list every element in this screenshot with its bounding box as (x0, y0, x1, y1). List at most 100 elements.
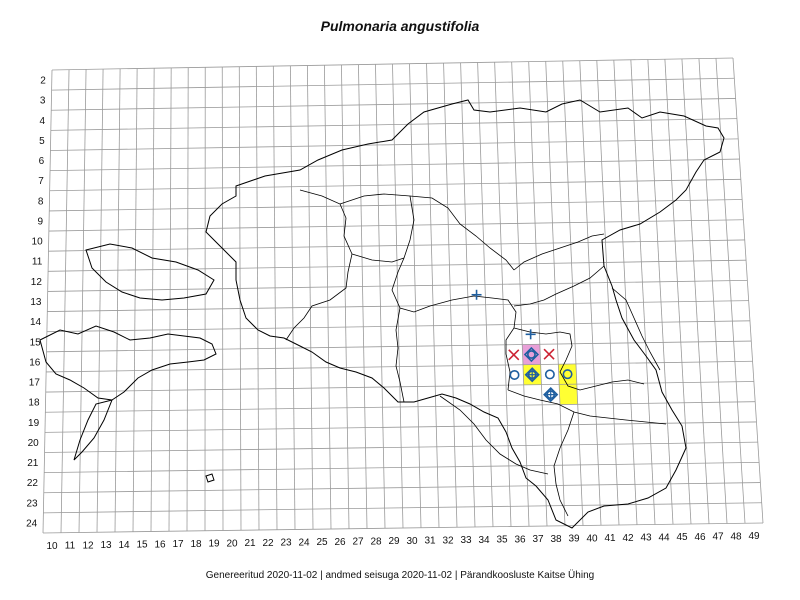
grid-line-vertical (132, 68, 138, 532)
county-border (553, 411, 575, 517)
column-label: 38 (550, 534, 562, 545)
grid-line-horizontal (48, 239, 745, 252)
grid-line-horizontal (48, 219, 744, 232)
column-tick-labels: 10 11 12 13 14 15 16 17 18 19 20 21 22 23 24 25 26 27 28 29… (46, 531, 760, 552)
highlighted-cell (522, 344, 541, 365)
grid-line-vertical (732, 57, 764, 524)
column-label: 49 (748, 531, 760, 542)
occurrence-marker-diamond-circle (523, 346, 540, 363)
grid-line-horizontal (50, 118, 737, 131)
column-label: 48 (730, 531, 742, 542)
column-label: 21 (244, 538, 256, 549)
grid-line-horizontal (47, 300, 749, 312)
grid-line-horizontal (42, 522, 764, 534)
column-label: 47 (712, 532, 724, 543)
column-label: 26 (334, 537, 346, 548)
column-label: 22 (262, 538, 274, 549)
grid-layer (42, 57, 764, 534)
county-border (429, 295, 517, 391)
ruhnu-outline (205, 473, 215, 483)
row-label: 5 (39, 136, 45, 147)
row-label: 16 (29, 357, 41, 368)
occurrence-marker-cross (508, 349, 520, 361)
grid-line-vertical (341, 64, 350, 529)
saaremaa-outline (39, 325, 217, 401)
grid-line-horizontal (44, 421, 757, 433)
row-label: 20 (28, 438, 40, 449)
row-label: 14 (30, 317, 42, 328)
grid-line-horizontal (43, 482, 761, 494)
sorve-peninsula-outline (73, 399, 113, 461)
column-label: 42 (622, 533, 634, 544)
grid-line-vertical (186, 67, 189, 532)
column-label: 41 (604, 533, 616, 544)
column-label: 10 (46, 541, 58, 552)
county-border (339, 193, 515, 271)
column-label: 17 (172, 539, 184, 550)
highlighted-cells-layer (522, 344, 578, 405)
grid-line-vertical (443, 63, 458, 528)
column-label: 28 (370, 536, 382, 547)
occurrence-marker-circle (562, 369, 573, 380)
grid-line-horizontal (46, 320, 750, 333)
grid-line-vertical (579, 60, 602, 526)
grid-line-vertical (477, 62, 494, 527)
grid-line-vertical (221, 66, 224, 531)
column-label: 46 (694, 532, 706, 543)
occurrence-marker-plus (471, 289, 482, 300)
grid-line-vertical (528, 61, 548, 527)
occurrence-marker-circle (509, 369, 520, 380)
grid-line-vertical (96, 69, 104, 533)
county-border (507, 389, 667, 425)
markers-layer (471, 289, 573, 403)
column-label: 27 (352, 537, 364, 548)
highlighted-cell (558, 363, 577, 385)
row-label: 17 (29, 378, 41, 389)
grid-line-horizontal (44, 461, 760, 474)
column-label: 12 (82, 540, 94, 551)
row-label: 9 (38, 216, 44, 227)
column-label: 24 (298, 537, 310, 548)
column-label: 20 (226, 538, 238, 549)
grid-line-vertical (698, 58, 728, 524)
grid-line-horizontal (50, 138, 739, 151)
map-footer: Genereeritud 2020-11-02 | andmed seisuga… (205, 570, 595, 581)
column-label: 35 (496, 535, 508, 546)
grid-line-vertical (409, 63, 422, 528)
grid-line-horizontal (46, 340, 752, 353)
column-label: 39 (568, 534, 580, 545)
row-label: 21 (27, 458, 39, 469)
column-label: 16 (154, 539, 166, 550)
grid-line-vertical (596, 60, 620, 526)
grid-line-horizontal (50, 158, 740, 172)
grid-line-vertical (358, 64, 368, 529)
column-label: 44 (658, 532, 670, 543)
grid-line-vertical (272, 66, 278, 530)
grid-line-horizontal (45, 401, 756, 413)
occurrence-marker-diamond-plus (524, 367, 540, 383)
grid-line-vertical (324, 65, 332, 530)
column-label: 37 (532, 534, 544, 545)
column-label: 23 (280, 538, 292, 549)
column-label: 33 (460, 535, 472, 546)
county-border (391, 195, 431, 313)
grid-line-horizontal (44, 441, 758, 453)
column-label: 34 (478, 535, 490, 546)
grid-line-vertical (562, 60, 584, 526)
grid-line-horizontal (49, 199, 743, 212)
occurrence-marker-cross (543, 348, 555, 360)
column-label: 32 (442, 535, 454, 546)
row-label: 18 (28, 398, 40, 409)
grid-line-horizontal (51, 98, 736, 111)
grid-line-vertical (426, 63, 440, 528)
column-label: 13 (100, 540, 112, 551)
row-label: 19 (28, 418, 40, 429)
county-borders (285, 189, 667, 517)
row-label: 15 (30, 337, 42, 348)
grid-line-horizontal (47, 279, 748, 292)
column-label: 11 (65, 541, 76, 552)
grid-line-horizontal (45, 381, 754, 393)
row-label: 4 (39, 116, 45, 127)
grid-line-vertical (375, 64, 386, 529)
